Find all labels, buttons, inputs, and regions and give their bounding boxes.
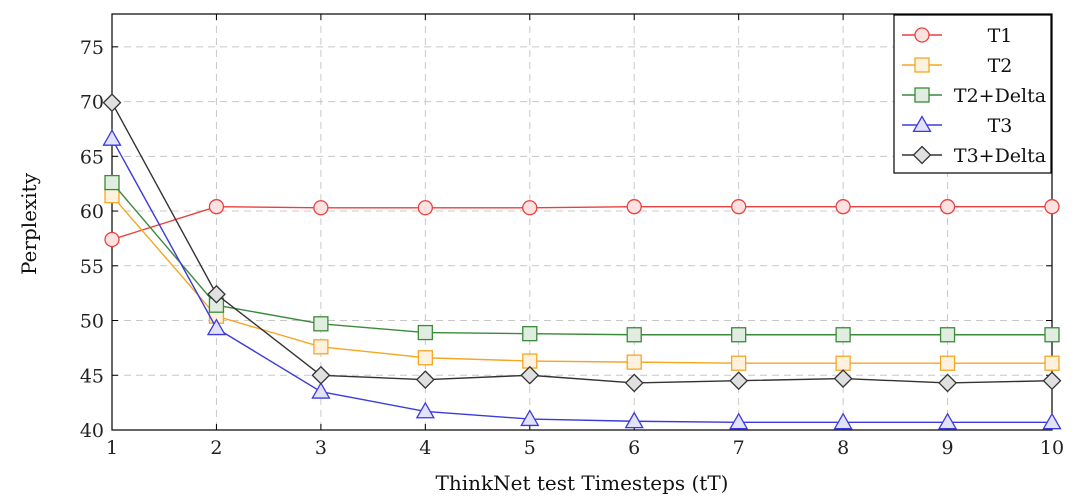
data-point [833, 369, 853, 388]
data-point [1044, 327, 1060, 343]
legend-marker [914, 27, 930, 43]
data-point [937, 412, 958, 430]
data-point [415, 401, 435, 419]
data-point [624, 411, 644, 429]
series-line [111, 138, 1052, 424]
data-point [1044, 199, 1060, 215]
y-tick-label: 50 [80, 311, 104, 333]
data-point [417, 200, 433, 216]
data-point [626, 327, 642, 343]
data-point [313, 200, 329, 216]
data-point [729, 371, 749, 391]
data-point [939, 327, 956, 343]
series-t3-delta [102, 93, 1062, 393]
data-point [729, 412, 749, 430]
series-line [111, 195, 1052, 364]
data-point [520, 409, 540, 427]
data-point [104, 174, 120, 191]
series-t3 [102, 128, 1062, 430]
data-point [520, 365, 540, 385]
data-point [626, 354, 642, 370]
y-tick-label: 70 [80, 92, 104, 114]
legend-entry: T3 [902, 115, 1012, 137]
legend-label: T1 [988, 25, 1013, 47]
x-tick-label: 9 [942, 437, 954, 459]
series-line [111, 182, 1052, 336]
series-t2 [104, 188, 1060, 371]
data-point [1042, 371, 1062, 391]
y-tick-label: 55 [80, 256, 104, 278]
data-point [522, 326, 538, 342]
x-tick-label: 3 [315, 437, 327, 459]
series-line [111, 102, 1053, 384]
legend-label: T3+Delta [954, 145, 1046, 167]
data-point [104, 188, 120, 204]
y-tick-label: 40 [80, 420, 104, 442]
data-point [102, 128, 122, 146]
data-point [835, 355, 851, 371]
data-point [835, 199, 851, 215]
y-axis-title: Perplexity [17, 172, 41, 275]
data-point [1042, 412, 1062, 430]
x-axis-title: ThinkNet test Timesteps (tT) [436, 471, 729, 495]
x-tick-label: 10 [1040, 437, 1064, 459]
y-tick-label: 45 [80, 365, 104, 387]
data-point [313, 316, 329, 332]
data-point [939, 199, 956, 215]
legend-marker [914, 87, 930, 103]
x-tick-label: 4 [419, 437, 431, 459]
x-tick-label: 1 [106, 437, 118, 459]
data-point [311, 365, 331, 385]
data-point [938, 373, 957, 393]
data-point [624, 373, 644, 393]
series-t2-delta [104, 174, 1060, 343]
axes [111, 13, 1053, 431]
legend: T1 T2 T2+Delta T3 T3+Delta [893, 14, 1052, 174]
data-point [835, 327, 851, 343]
data-point [206, 318, 227, 336]
data-point [417, 324, 433, 341]
legend-entry: T2 [902, 55, 1012, 77]
data-point [208, 199, 225, 215]
legend-label: T2 [988, 55, 1013, 77]
y-tick-label: 65 [80, 146, 104, 168]
legend-marker [912, 145, 932, 165]
legend-entry: T2+Delta [902, 85, 1046, 107]
plot-frame [111, 13, 1053, 431]
data-point [313, 339, 329, 355]
series-lines [102, 93, 1062, 430]
y-tick-label: 75 [80, 37, 104, 59]
data-point [207, 284, 226, 304]
legend-entry: T3+Delta [902, 145, 1046, 167]
data-point [939, 355, 956, 371]
data-point [833, 412, 853, 430]
legend-marker [914, 57, 930, 73]
series-line [111, 205, 1052, 241]
x-tick-label: 2 [210, 437, 222, 459]
legend-label: T2+Delta [954, 85, 1046, 107]
legend-marker [912, 115, 932, 133]
x-tick-label: 7 [733, 437, 745, 459]
data-point [1044, 355, 1060, 371]
data-point [102, 93, 122, 113]
data-point [104, 231, 120, 248]
series-t1 [104, 199, 1060, 248]
data-point [522, 200, 538, 216]
x-tick-label: 6 [628, 437, 640, 459]
legend-label: T3 [988, 115, 1013, 137]
data-point [731, 199, 747, 215]
x-tick-label: 5 [524, 437, 536, 459]
data-point [626, 199, 642, 215]
x-tick-label: 8 [837, 437, 849, 459]
data-point [731, 327, 747, 343]
data-point [731, 355, 747, 371]
data-point [415, 370, 435, 390]
legend-entry: T1 [902, 25, 1012, 47]
y-tick-label: 60 [80, 201, 104, 223]
data-point [417, 350, 433, 366]
data-point [311, 381, 331, 399]
